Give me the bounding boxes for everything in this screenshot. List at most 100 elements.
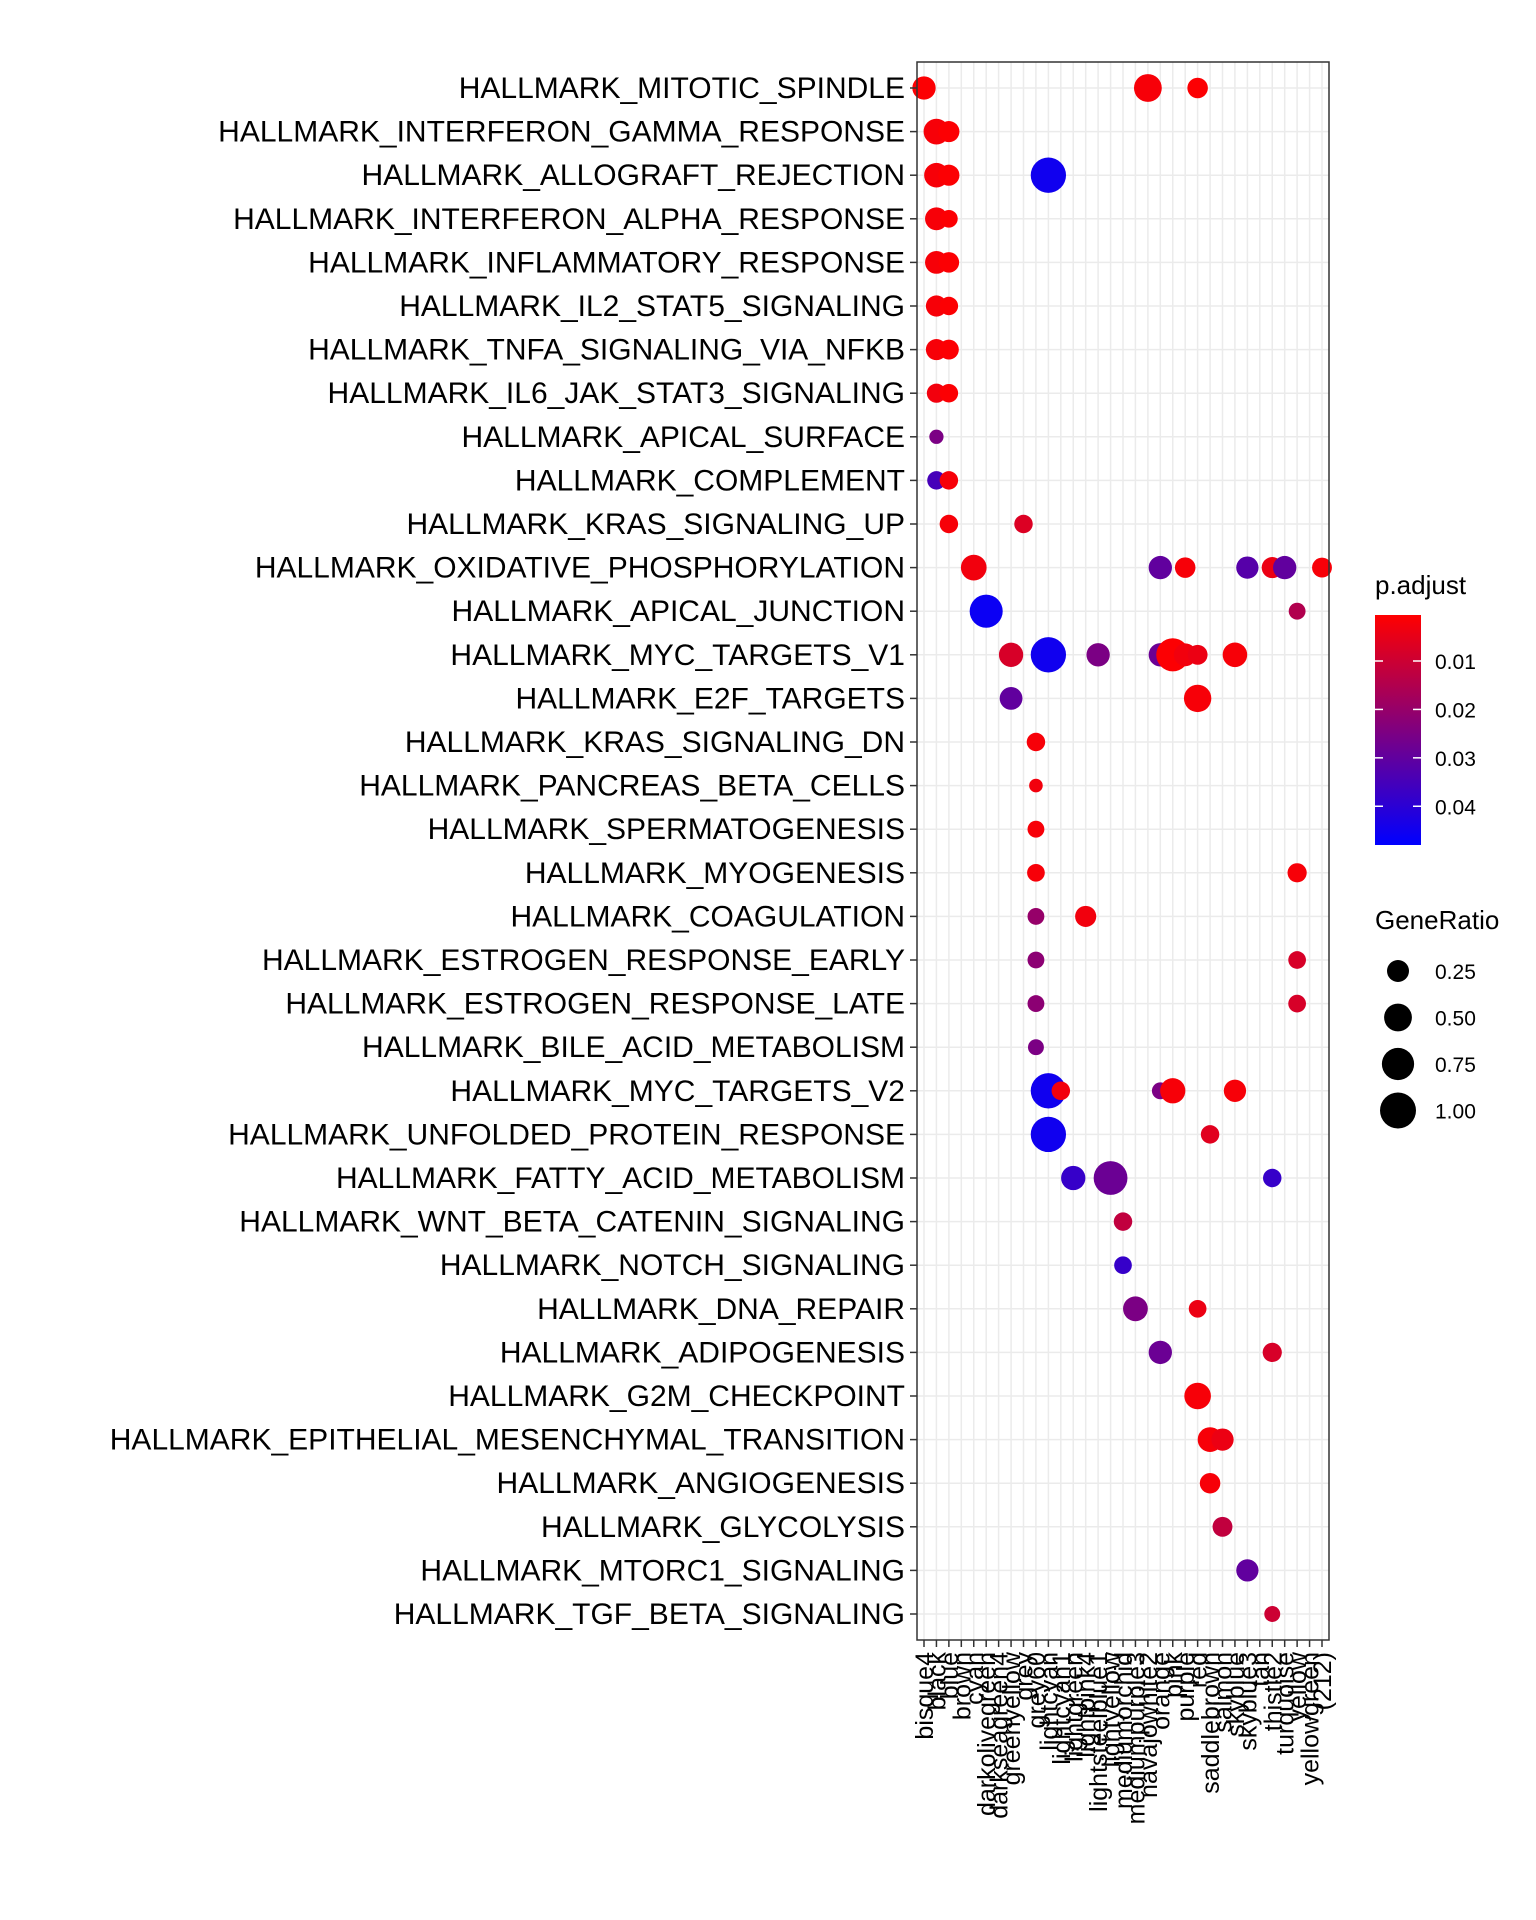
y-tick-label: HALLMARK_SPERMATOGENESIS — [428, 813, 905, 846]
y-tick-label: HALLMARK_DNA_REPAIR — [537, 1293, 905, 1326]
data-point — [1262, 1342, 1282, 1362]
x-tick-label: skyblue — [1222, 1652, 1250, 1737]
data-point — [1027, 995, 1045, 1013]
x-tick-label: orange — [1147, 1652, 1175, 1730]
x-tick-label: lightcyan1 — [1048, 1652, 1076, 1765]
data-point — [1030, 1073, 1067, 1109]
y-tick-label: HALLMARK_MYC_TARGETS_V1 — [450, 639, 905, 672]
size-legend-label: 0.75 — [1435, 1054, 1476, 1077]
x-tick-label: blue — [936, 1652, 964, 1699]
data-point — [1014, 514, 1033, 534]
data-point — [940, 209, 958, 228]
data-point — [1288, 951, 1306, 969]
y-tick-label: HALLMARK_ALLOGRAFT_REJECTION — [362, 159, 905, 192]
y-tick-label: HALLMARK_EPITHELIAL_MESENCHYMAL_TRANSITI… — [110, 1424, 905, 1457]
x-tick-label: pink — [1160, 1652, 1188, 1698]
data-point — [1263, 1168, 1282, 1188]
x-tick-label: turquoise — [1272, 1652, 1300, 1755]
data-point — [939, 471, 959, 490]
x-tick-label: (212) — [1309, 1652, 1337, 1710]
size-legend-dot — [1387, 960, 1409, 982]
data-point — [1027, 1039, 1044, 1056]
y-tick-label: HALLMARK_INTERFERON_ALPHA_RESPONSE — [233, 203, 905, 236]
color-legend-bar — [1375, 615, 1421, 845]
y-tick-label: HALLMARK_OXIDATIVE_PHOSPHORYLATION — [255, 552, 905, 585]
x-tick-label: lightcyan — [1035, 1652, 1063, 1751]
size-legend-label: 0.25 — [1435, 961, 1476, 984]
data-point — [1027, 820, 1045, 838]
x-tick-label: navajowhite2 — [1135, 1652, 1163, 1798]
y-tick-label: HALLMARK_MYOGENESIS — [525, 857, 905, 890]
data-points — [912, 74, 1332, 1622]
data-point — [1312, 557, 1332, 578]
x-tick-label: darkseagreen4 — [986, 1652, 1014, 1819]
x-tick-label: salmon — [1210, 1652, 1238, 1733]
y-tick-label: HALLMARK_ESTROGEN_RESPONSE_EARLY — [262, 944, 905, 977]
data-point — [1027, 951, 1045, 969]
x-tick-label: lightsteelblue1 — [1085, 1652, 1113, 1812]
size-legend-dot — [1384, 1003, 1412, 1032]
data-point — [1027, 863, 1045, 882]
data-point — [1273, 555, 1297, 580]
x-tick-label: lightyellow — [1098, 1651, 1126, 1767]
y-tick-label: HALLMARK_ADIPOGENESIS — [500, 1336, 905, 1369]
color-legend-ticks: 0.01 0.02 0.03 0.04 — [1375, 651, 1476, 819]
data-point — [939, 383, 959, 403]
y-tick-label: HALLMARK_TNFA_SIGNALING_VIA_NFKB — [308, 334, 905, 367]
data-point — [938, 164, 960, 186]
data-point — [1148, 555, 1172, 580]
data-point — [1093, 1161, 1128, 1195]
data-point — [912, 76, 936, 100]
x-tick-label: mediumorchid — [1110, 1652, 1138, 1809]
y-axis: HALLMARK_MITOTIC_SPINDLE HALLMARK_INTERFE… — [110, 72, 917, 1631]
data-point — [1187, 644, 1208, 665]
size-legend-label: 1.00 — [1435, 1101, 1476, 1124]
data-point — [1113, 1212, 1133, 1231]
x-tick-label: mediumpurple3 — [1122, 1652, 1150, 1824]
x-tick-label: lightgreen — [1060, 1652, 1088, 1762]
data-point — [1030, 637, 1067, 673]
x-tick-label: grey — [1011, 1652, 1039, 1701]
x-tick-label: bisque4 — [911, 1652, 939, 1740]
x-tick-label: yellow — [1284, 1651, 1312, 1721]
data-point — [1160, 1078, 1186, 1104]
y-tick-label: HALLMARK_G2M_CHECKPOINT — [448, 1380, 905, 1413]
x-tick-label: yellowgreen — [1297, 1652, 1325, 1785]
color-legend: p.adjust 0.01 0.02 0.03 0.04 — [1375, 570, 1476, 845]
x-tick-label: purple — [1172, 1652, 1200, 1722]
data-point — [1026, 732, 1046, 752]
data-point — [1061, 1165, 1086, 1191]
size-legend-label: 0.50 — [1435, 1008, 1476, 1031]
x-tick-label: cyan — [961, 1652, 989, 1705]
data-point — [999, 686, 1023, 710]
size-legend-dot — [1380, 1092, 1416, 1129]
data-point — [1200, 1125, 1220, 1144]
x-tick-label: thistle2 — [1259, 1652, 1287, 1731]
color-legend-tick-label: 0.04 — [1435, 796, 1476, 819]
x-tick-label: grey60 — [1023, 1652, 1051, 1728]
color-legend-tick-label: 0.02 — [1435, 699, 1476, 722]
data-point — [929, 429, 944, 444]
data-point — [1188, 1299, 1207, 1318]
y-tick-label: HALLMARK_E2F_TARGETS — [515, 682, 905, 715]
data-point — [939, 296, 959, 316]
y-tick-label: HALLMARK_UNFOLDED_PROTEIN_RESPONSE — [228, 1118, 905, 1151]
y-tick-label: HALLMARK_IL6_JAK_STAT3_SIGNALING — [328, 377, 905, 410]
data-point — [1133, 74, 1162, 102]
x-tick-label: tan — [1247, 1652, 1275, 1687]
data-point — [938, 339, 959, 360]
y-tick-label: HALLMARK_WNT_BETA_CATENIN_SIGNALING — [239, 1206, 905, 1239]
data-point — [1051, 1081, 1071, 1101]
y-tick-label: HALLMARK_NOTCH_SIGNALING — [440, 1249, 905, 1282]
data-point — [1086, 643, 1110, 667]
size-legend-items: 0.25 0.50 0.75 1.00 — [1380, 960, 1476, 1129]
size-legend: GeneRatio 0.25 0.50 0.75 1.00 — [1375, 905, 1499, 1129]
color-legend-title: p.adjust — [1375, 570, 1467, 600]
data-point — [938, 252, 960, 273]
x-tick-label: lightpink4 — [1073, 1652, 1101, 1758]
data-point — [1027, 907, 1045, 925]
data-point — [1287, 863, 1307, 883]
y-tick-label: HALLMARK_IL2_STAT5_SIGNALING — [399, 290, 905, 323]
x-tick-label: skyblue3 — [1234, 1652, 1262, 1751]
x-tick-label: saddlebrown — [1197, 1652, 1225, 1794]
